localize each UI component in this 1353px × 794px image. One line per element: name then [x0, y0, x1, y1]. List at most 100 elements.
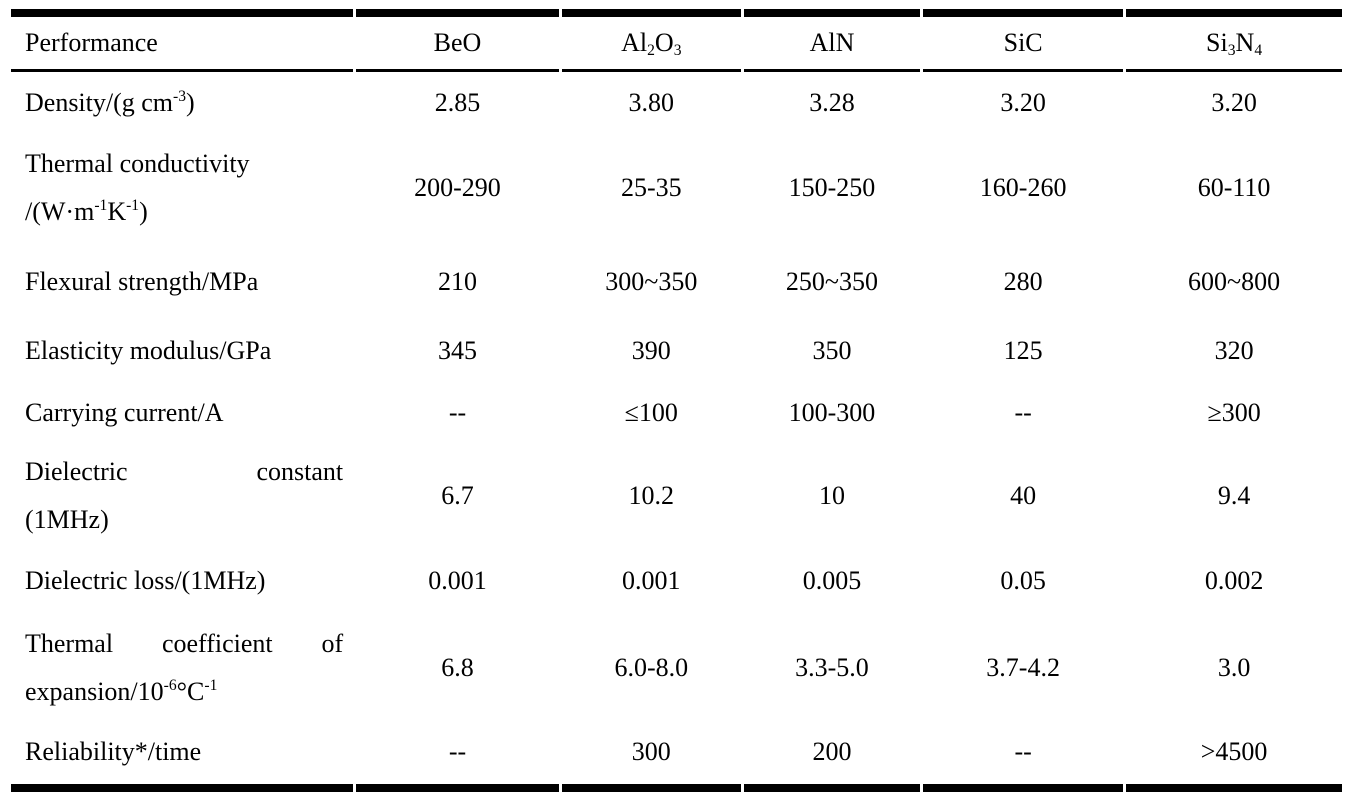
- cell-value: 125: [1003, 336, 1043, 365]
- cell-value: 3.0: [1217, 653, 1251, 682]
- row-label-text: Carrying current/A: [25, 397, 224, 427]
- cell-value: 345: [437, 336, 477, 365]
- cell-value: 600~800: [1188, 267, 1281, 296]
- cell-value: 3.28: [809, 88, 855, 117]
- row-label-text: constant: [256, 456, 344, 486]
- cell-value: --: [448, 398, 467, 427]
- cell-value: 320: [1214, 336, 1254, 365]
- cell-value: 40: [1010, 481, 1037, 510]
- column-header-al2o3: Al2O3: [561, 9, 741, 72]
- header-row: Performance BeO Al2O3 AlN SiC Si3N4: [11, 9, 1342, 72]
- cell-value: 0.05: [1000, 566, 1046, 595]
- row-label: Flexural strength/MPa: [11, 242, 353, 322]
- cell-value: --: [923, 720, 1124, 792]
- row-label-text: of: [321, 628, 344, 658]
- cell-value: 200-290: [414, 173, 501, 202]
- row-label-line: Flexural strength/MPa: [25, 258, 343, 306]
- cell-value: 0.001: [428, 566, 487, 595]
- row-label-line: Elasticity modulus/GPa: [25, 327, 343, 375]
- row-label-line: Dielectric constant: [25, 448, 343, 496]
- cell-value: 6.7: [441, 481, 474, 510]
- cell-value: 10: [818, 481, 845, 510]
- table-row: Flexural strength/MPa 210 300~350 250~350 28…: [11, 242, 1342, 322]
- cell-value: 390: [631, 336, 671, 365]
- row-label: Dielectric loss/(1MHz): [11, 546, 353, 616]
- table-row: Reliability*/time -- 300 200 -- >4500: [11, 720, 1342, 792]
- table-row: Dielectric loss/(1MHz) 0.001 0.001 0.005 0.0…: [11, 546, 1342, 616]
- row-label-text: /(W·m-1K-1): [25, 196, 148, 226]
- column-header-performance: Performance: [11, 9, 354, 72]
- cell-value: 2.85: [434, 88, 481, 117]
- cell-value: 6.0-8.0: [614, 653, 689, 682]
- cell-value: 3.20: [1000, 88, 1046, 117]
- row-label: Density/(g cm-3): [11, 72, 353, 134]
- cell-value: ≤100: [624, 398, 678, 427]
- row-label-text: Flexural strength/MPa: [25, 266, 259, 296]
- cell-value: 3.3-5.0: [795, 653, 869, 682]
- row-label-text: Density/(g cm-3): [25, 87, 195, 117]
- cell-value: 150-250: [788, 173, 876, 202]
- cell-value: 9.4: [1217, 481, 1251, 510]
- cell-value: 350: [812, 336, 852, 365]
- table-row: Dielectric constant (1MHz) 6.7 10.2 10 40 9.4: [11, 446, 1342, 546]
- row-label-line: Carrying current/A: [25, 389, 343, 437]
- row-label-text: Dielectric loss/(1MHz): [25, 565, 266, 595]
- cell-value: 210: [437, 267, 477, 296]
- table-body: Density/(g cm-3) 2.85 3.80 3.28 3.20 3.20 Ther…: [11, 72, 1342, 792]
- row-label-text: Elasticity modulus/GPa: [25, 335, 272, 365]
- row-label-line: Thermal coefficient of: [25, 620, 343, 668]
- cell-value: 10.2: [628, 481, 675, 510]
- cell-value: 0.005: [802, 566, 862, 595]
- column-header-aln: AlN: [743, 9, 921, 72]
- cell-value: 6.8: [441, 653, 474, 682]
- row-label-line: Reliability*/time: [25, 728, 343, 776]
- row-label-text: Dielectric: [25, 456, 128, 486]
- row-label-line: /(W·m-1K-1): [25, 188, 343, 236]
- row-label: Carrying current/A: [11, 380, 353, 446]
- row-label-text: expansion/10-6°C-1: [25, 676, 218, 706]
- materials-performance-table: Performance BeO Al2O3 AlN SiC Si3N4 Dens…: [8, 9, 1345, 792]
- column-header-beo: BeO: [356, 9, 559, 72]
- row-label-text: Thermal conductivity: [25, 148, 250, 178]
- cell-value: 160-260: [979, 173, 1067, 202]
- cell-value: --: [1014, 398, 1032, 427]
- cell-value: 60-110: [1197, 173, 1271, 202]
- row-label: Reliability*/time: [11, 720, 354, 792]
- cell-value: 250~350: [785, 267, 878, 296]
- table-row: Density/(g cm-3) 2.85 3.80 3.28 3.20 3.20: [11, 72, 1342, 134]
- column-header-si3n4: Si3N4: [1126, 9, 1342, 72]
- cell-value: 0.001: [622, 566, 681, 595]
- row-label-text: Reliability*/time: [25, 736, 202, 766]
- cell-value: 100-300: [788, 398, 876, 427]
- row-label-text: Thermal: [25, 628, 114, 658]
- row-label-line: Thermal conductivity: [25, 140, 343, 188]
- row-label-text: coefficient: [161, 628, 273, 658]
- cell-value: 3.80: [628, 88, 675, 117]
- cell-value: ≥300: [1207, 398, 1261, 427]
- row-label-line: expansion/10-6°C-1: [25, 668, 343, 716]
- column-header-sic: SiC: [923, 9, 1124, 72]
- row-label: Elasticity modulus/GPa: [11, 322, 353, 380]
- row-label: Thermal conductivity /(W·m-1K-1): [11, 134, 353, 242]
- cell-value: --: [356, 720, 559, 792]
- table-row: Thermal conductivity /(W·m-1K-1) 200-290 25…: [11, 134, 1342, 242]
- cell-value: 3.20: [1211, 88, 1257, 117]
- row-label-text: (1MHz): [25, 505, 109, 534]
- row-label: Dielectric constant (1MHz): [11, 446, 353, 546]
- cell-value: >4500: [1126, 720, 1342, 792]
- table-header: Performance BeO Al2O3 AlN SiC Si3N4: [11, 9, 1342, 72]
- cell-value: 300: [561, 720, 741, 792]
- row-label-line: (1MHz): [25, 496, 343, 544]
- row-label-line: Density/(g cm-3): [25, 79, 343, 127]
- row-label: Thermal coefficient of expansion/10-6°C-1: [11, 616, 353, 720]
- table-row: Elasticity modulus/GPa 345 390 350 125 320: [11, 322, 1342, 380]
- cell-value: 0.002: [1204, 566, 1264, 595]
- cell-value: 280: [1003, 267, 1043, 296]
- cell-value: 200: [743, 720, 921, 792]
- table-row: Carrying current/A -- ≤100 100-300 -- ≥300: [11, 380, 1342, 446]
- row-label-line: Dielectric loss/(1MHz): [25, 557, 343, 605]
- cell-value: 25-35: [620, 173, 682, 202]
- cell-value: 300~350: [605, 267, 698, 296]
- cell-value: 3.7-4.2: [986, 653, 1060, 682]
